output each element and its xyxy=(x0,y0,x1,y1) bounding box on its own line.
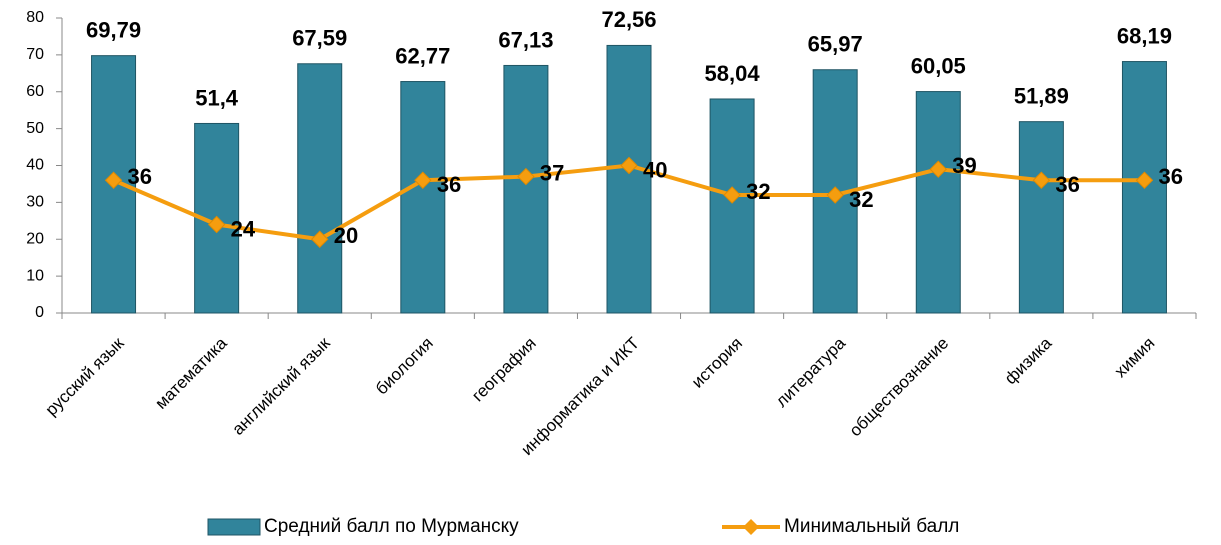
y-tick-label: 10 xyxy=(26,267,44,284)
y-tick-label: 30 xyxy=(26,194,44,211)
bar-value-label: 65,97 xyxy=(808,32,863,57)
x-tick-label: история xyxy=(688,334,746,392)
legend-swatch xyxy=(207,518,261,536)
legend-label: Средний балл по Мурманску xyxy=(264,516,519,537)
x-tick-label: информатика и ИКТ xyxy=(517,334,643,460)
bar-value-label: 58,04 xyxy=(705,61,761,86)
legend-swatch xyxy=(743,519,759,535)
marker xyxy=(414,171,432,189)
bar xyxy=(1018,121,1064,314)
line-value-label: 39 xyxy=(952,153,976,178)
x-tick-label: математика xyxy=(151,333,231,413)
bar-value-label: 62,77 xyxy=(395,43,450,68)
legend-label: Минимальный балл xyxy=(784,516,959,537)
bar-value-label: 51,4 xyxy=(195,85,239,110)
marker xyxy=(311,230,329,248)
y-tick-label: 80 xyxy=(26,9,44,26)
line-value-label: 32 xyxy=(746,179,770,204)
y-tick-label: 70 xyxy=(26,46,44,63)
marker xyxy=(1135,171,1154,189)
y-tick-label: 20 xyxy=(26,230,44,247)
bar-value-label: 67,13 xyxy=(498,27,553,52)
line-value-label: 32 xyxy=(849,187,873,212)
x-tick-label: английский язык xyxy=(228,333,334,439)
marker xyxy=(723,186,741,204)
line-value-label: 40 xyxy=(643,157,667,182)
marker xyxy=(620,156,638,175)
line-value-label: 36 xyxy=(1055,172,1079,197)
x-tick-label: химия xyxy=(1111,334,1159,382)
bar xyxy=(709,98,755,314)
marker xyxy=(104,171,123,189)
marker xyxy=(207,215,226,234)
bar xyxy=(400,81,446,314)
y-tick-label: 60 xyxy=(26,83,44,100)
marker xyxy=(1032,171,1051,189)
y-tick-label: 50 xyxy=(26,120,44,137)
x-tick-label: биология xyxy=(372,334,437,399)
y-tick-label: 0 xyxy=(35,304,44,321)
line-value-label: 36 xyxy=(437,172,461,197)
line-value-label: 37 xyxy=(540,160,564,185)
bar xyxy=(915,91,961,314)
x-tick-label: география xyxy=(468,334,540,406)
marker xyxy=(929,160,947,178)
bar xyxy=(606,44,652,314)
bar-value-label: 51,89 xyxy=(1014,83,1069,108)
bar-value-label: 68,19 xyxy=(1117,23,1172,48)
marker xyxy=(826,186,844,204)
bar xyxy=(503,64,549,314)
x-tick-label: физика xyxy=(1001,333,1056,388)
bar-value-label: 60,05 xyxy=(911,53,966,78)
bar-value-label: 72,56 xyxy=(601,7,656,32)
bar-value-label: 67,59 xyxy=(292,26,347,51)
line-value-label: 36 xyxy=(1158,164,1182,189)
bar xyxy=(297,63,343,314)
bar-value-label: 69,79 xyxy=(86,17,141,42)
line-value-label: 24 xyxy=(231,216,256,241)
x-tick-label: русский язык xyxy=(42,333,128,419)
line-value-label: 20 xyxy=(334,223,358,248)
x-tick-label: литература xyxy=(772,333,850,411)
y-tick-label: 40 xyxy=(26,157,44,174)
x-tick-label: обществознание xyxy=(846,334,953,441)
marker xyxy=(517,167,535,186)
line-value-label: 36 xyxy=(128,164,152,189)
